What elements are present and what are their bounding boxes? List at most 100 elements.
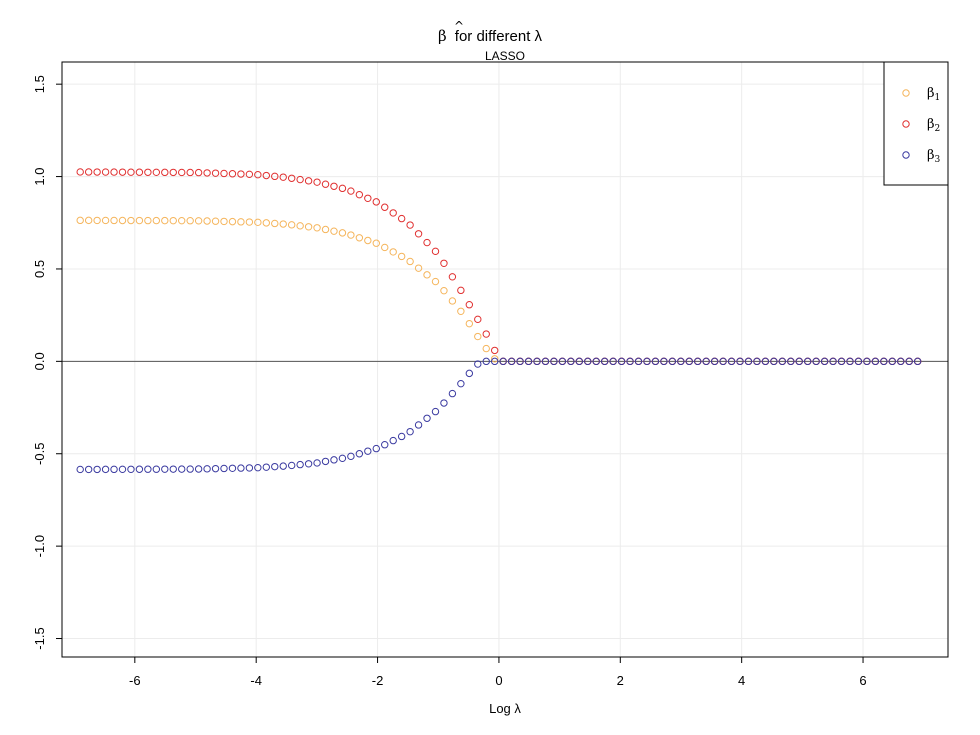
point-beta3-62 [600,357,609,366]
y-tick-label-1: -1.0 [32,535,47,557]
point-beta3-96 [888,357,896,366]
point-beta2-37 [389,209,397,217]
point-beta2-49 [491,346,499,355]
point-beta2-30 [330,182,338,190]
point-beta2-6 [127,168,135,176]
point-beta3-98 [905,357,913,366]
point-beta2-2 [93,168,101,176]
point-beta2-43 [440,259,448,267]
point-beta2-40 [414,230,423,238]
point-beta2-21 [254,170,262,179]
point-beta3-5 [118,465,127,474]
point-beta2-22 [262,171,271,180]
point-beta1-16 [211,217,220,225]
point-beta1-0 [76,216,84,225]
point-beta1-41 [423,271,431,279]
point-beta3-99 [913,357,922,366]
point-beta3-57 [558,357,567,366]
point-beta2-10 [161,168,169,177]
point-beta3-28 [313,459,321,467]
point-beta1-27 [304,223,313,231]
point-beta2-5 [118,168,127,176]
point-beta3-83 [778,357,787,366]
point-beta3-82 [770,357,778,366]
point-beta3-26 [296,460,304,469]
point-beta3-85 [795,357,803,366]
point-beta3-58 [567,357,575,366]
point-beta1-2 [93,216,101,225]
point-beta3-68 [651,357,660,366]
point-beta1-48 [482,344,490,353]
point-beta2-35 [372,198,380,206]
x-tick-label-0: -6 [129,673,141,688]
y-tick-label-4: 0.5 [32,260,47,278]
point-beta3-43 [440,399,448,407]
point-beta3-88 [820,357,829,366]
point-beta3-48 [482,357,490,366]
point-beta3-72 [685,357,693,366]
point-beta2-32 [347,187,355,195]
point-beta2-23 [271,172,279,181]
point-beta2-45 [457,286,465,295]
point-beta2-9 [152,168,161,177]
point-beta1-38 [397,252,406,261]
point-beta1-32 [347,231,355,239]
point-beta2-33 [355,190,364,199]
point-beta3-6 [127,465,135,473]
point-beta1-1 [84,216,93,225]
point-beta3-47 [474,360,482,368]
point-beta2-48 [482,330,490,338]
point-beta3-94 [871,357,880,366]
point-beta3-0 [76,465,84,474]
point-beta3-15 [203,465,211,473]
point-beta3-84 [787,357,795,366]
data-points [76,168,922,474]
axes [61,61,949,658]
x-tick-label-5: 4 [738,673,745,688]
point-beta1-11 [169,216,177,225]
point-beta3-61 [592,357,600,366]
point-beta1-37 [389,248,397,256]
x-tick-label-1: -4 [250,673,262,688]
point-beta2-36 [381,203,389,211]
point-beta3-34 [364,447,372,455]
point-beta3-20 [245,464,254,472]
point-beta1-36 [381,243,389,252]
point-beta1-47 [474,332,482,341]
point-beta3-41 [423,414,431,422]
point-beta3-56 [550,357,558,366]
point-beta3-90 [837,357,846,366]
point-beta3-9 [152,465,161,473]
point-beta2-46 [465,301,474,309]
point-beta3-80 [753,357,761,366]
point-beta3-44 [448,389,457,398]
point-beta3-78 [736,357,744,366]
legend-marker-beta1 [902,89,910,97]
point-beta3-52 [516,357,524,366]
point-beta2-0 [76,168,84,176]
x-tick-label-3: 0 [495,673,502,688]
point-beta3-12 [178,465,186,473]
plot-frame [61,61,949,658]
point-beta1-15 [203,217,211,225]
x-tick-label-2: -2 [372,673,384,688]
point-beta3-37 [389,436,397,445]
point-beta1-44 [448,297,457,305]
point-beta3-71 [677,357,685,366]
point-beta3-53 [524,357,533,366]
point-beta3-89 [829,357,837,366]
point-beta3-38 [397,432,406,441]
x-axis-label: Log λ [489,701,521,716]
point-beta3-27 [304,460,313,468]
point-beta2-14 [194,168,203,177]
legend-item-beta2: β2 [902,117,940,134]
point-beta2-28 [313,178,321,186]
x-axis-ticks: -6 -4 -2 0 2 4 6 [129,657,867,688]
point-beta3-63 [609,357,617,366]
point-beta1-8 [144,216,152,225]
point-beta1-40 [414,264,423,272]
point-beta1-39 [406,257,414,266]
point-beta3-55 [541,357,550,366]
point-beta3-7 [135,465,144,473]
point-beta3-29 [321,457,330,466]
